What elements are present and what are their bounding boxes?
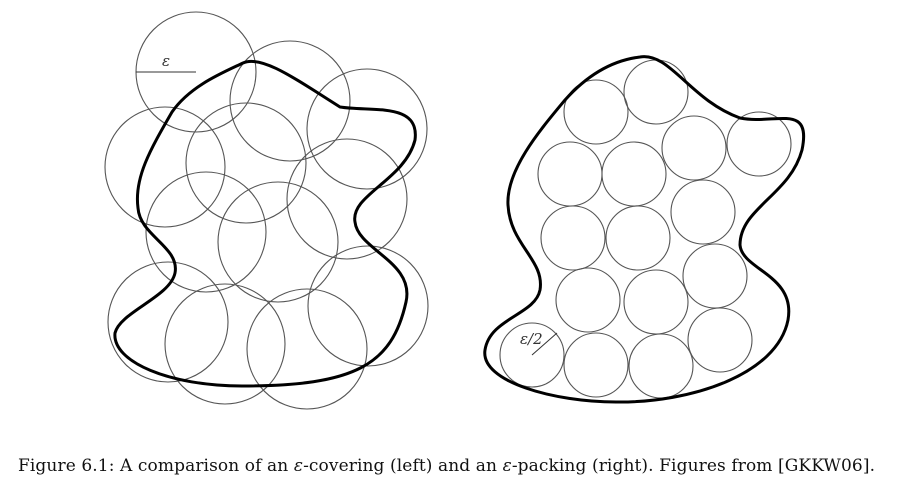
cover-circle	[185, 102, 307, 224]
cover-circle	[217, 181, 339, 303]
pack-circle	[661, 115, 727, 181]
caption-number: Figure 6.1:	[18, 456, 115, 476]
packing-panel: ε/2	[483, 55, 806, 404]
caption-text-end: -packing (right). Figures from [GKKW06].	[511, 456, 876, 476]
caption-epsilon-1: ε	[293, 456, 304, 476]
caption-text-start: A comparison of an	[120, 456, 294, 476]
pack-circle	[540, 205, 606, 271]
pack-radius-line	[531, 332, 558, 356]
pack-circle	[499, 322, 565, 388]
packing-set-boundary	[483, 55, 806, 404]
covering-circles	[104, 11, 429, 410]
cover-circle	[107, 261, 229, 383]
cover-radius-label: ε	[162, 52, 170, 70]
packing-circles	[499, 59, 792, 399]
caption-text-middle: -covering (left) and an	[303, 456, 503, 476]
pack-circle	[563, 332, 629, 398]
pack-circle	[601, 141, 667, 207]
pack-circle	[623, 269, 689, 335]
cover-circle	[306, 68, 428, 190]
cover-circle	[145, 171, 267, 293]
pack-circle	[687, 307, 753, 373]
covering-panel: ε	[104, 11, 429, 410]
cover-circle	[286, 138, 408, 260]
pack-circle	[563, 79, 629, 145]
cover-circle	[164, 283, 286, 405]
pack-circle	[623, 59, 689, 125]
pack-circle	[726, 111, 792, 177]
pack-circle	[670, 179, 736, 245]
cover-circle	[104, 106, 226, 228]
pack-circle	[628, 333, 694, 399]
pack-circle	[555, 267, 621, 333]
pack-circle	[605, 205, 671, 271]
cover-circle	[229, 40, 351, 162]
pack-radius-label: ε/2	[520, 330, 543, 348]
pack-circle	[682, 243, 748, 309]
figure-caption: Figure 6.1: A comparison of an ε-coverin…	[18, 456, 898, 476]
figure-illustration: ε ε/2	[104, 11, 806, 410]
cover-circle	[246, 288, 368, 410]
cover-circle	[307, 245, 429, 367]
caption-epsilon-2: ε	[502, 456, 512, 476]
covering-set-boundary	[113, 59, 417, 388]
pack-circle	[537, 141, 603, 207]
